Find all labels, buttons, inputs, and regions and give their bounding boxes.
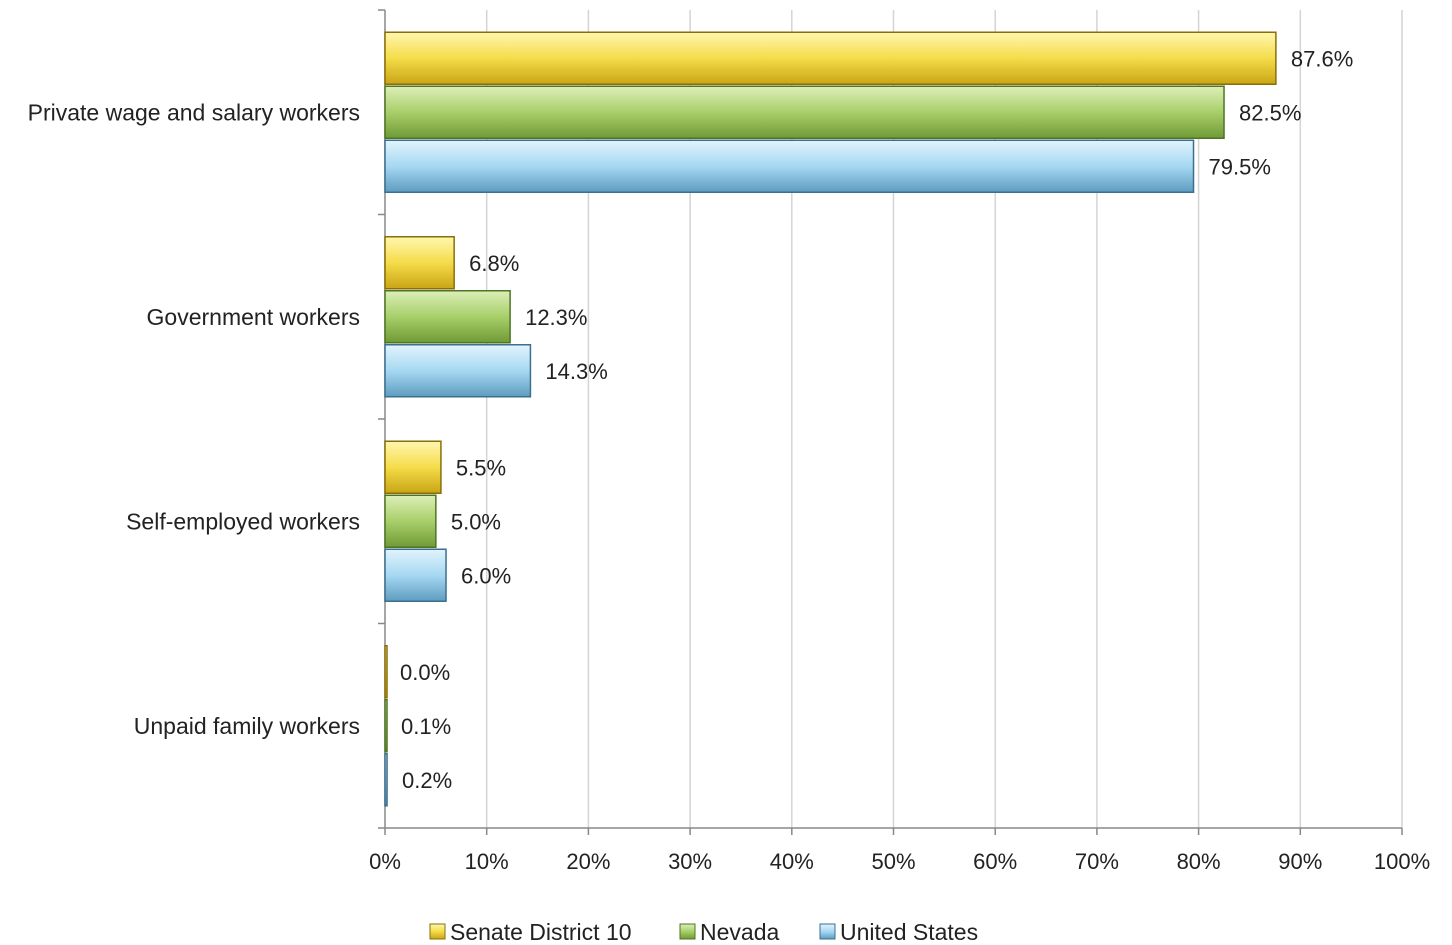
legend-swatch (679, 923, 696, 940)
bar (384, 699, 388, 753)
data-label: 14.3% (545, 359, 607, 384)
bar (384, 548, 447, 602)
bar (384, 236, 455, 290)
bar (384, 290, 511, 344)
x-tick-label: 50% (871, 849, 915, 874)
x-tick-label: 70% (1075, 849, 1119, 874)
category-label: Unpaid family workers (134, 713, 360, 739)
data-label: 5.0% (451, 509, 501, 534)
legend-swatch (819, 923, 836, 940)
bar (384, 753, 388, 807)
category-labels: Private wage and salary workers Governmen… (28, 99, 360, 739)
x-tick-label: 0% (369, 849, 401, 874)
x-tick-label: 10% (465, 849, 509, 874)
data-label: 6.0% (461, 563, 511, 588)
legend-label: Nevada (700, 919, 779, 945)
category-label: Self-employed workers (126, 508, 360, 534)
bar (384, 85, 1225, 139)
x-tick-label: 100% (1374, 849, 1430, 874)
legend: Senate District 10 Nevada United States (429, 919, 978, 945)
bar (384, 139, 1195, 193)
data-label: 0.2% (402, 768, 452, 793)
bar (384, 344, 532, 398)
x-tick-label: 30% (668, 849, 712, 874)
data-label: 6.8% (469, 251, 519, 276)
legend-label: Senate District 10 (450, 919, 632, 945)
data-label: 79.5% (1209, 154, 1271, 179)
data-label: 87.6% (1291, 46, 1353, 71)
x-tick-label: 60% (973, 849, 1017, 874)
bar (384, 31, 1277, 85)
x-axis-ticks: 0% 10% 20% 30% 40% 50% 60% 70% 80% 90% 100% (369, 849, 1430, 874)
x-tick-label: 90% (1278, 849, 1322, 874)
x-tick-label: 20% (566, 849, 610, 874)
legend-swatch (429, 923, 446, 940)
bar (384, 494, 437, 548)
legend-label: United States (840, 919, 978, 945)
bar (384, 645, 388, 699)
data-label: 12.3% (525, 305, 587, 330)
data-labels: 87.6% 82.5% 79.5% 6.8% 12.3% 14.3% 5.5% 5.0% 6.0… (400, 46, 1353, 793)
category-label: Government workers (147, 304, 360, 330)
data-label: 0.1% (401, 714, 451, 739)
category-label: Private wage and salary workers (28, 99, 360, 125)
data-label: 5.5% (456, 455, 506, 480)
bar (384, 440, 442, 494)
data-label: 0.0% (400, 660, 450, 685)
x-tick-label: 80% (1177, 849, 1221, 874)
bars (384, 31, 1277, 807)
data-label: 82.5% (1239, 100, 1301, 125)
x-tick-label: 40% (770, 849, 814, 874)
